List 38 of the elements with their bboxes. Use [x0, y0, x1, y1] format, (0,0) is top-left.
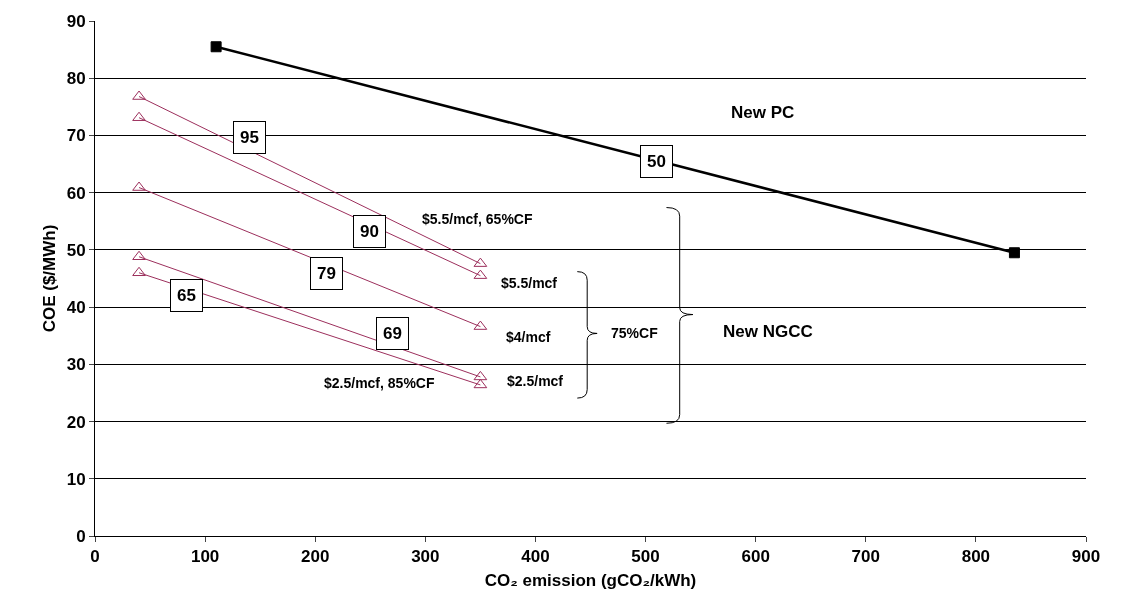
- x-tick-label: 900: [1071, 547, 1101, 567]
- x-axis-title: CO₂ emission (gCO₂/kWh): [484, 570, 697, 590]
- annotation: $5.5/mcf, 65%CF: [422, 211, 533, 227]
- y-tick-label: 90: [66, 11, 86, 31]
- annotation: 65: [177, 286, 196, 305]
- annotation: 69: [383, 324, 402, 343]
- x-tick-label: 700: [851, 547, 880, 567]
- y-tick-label: 60: [66, 183, 86, 203]
- x-tick-label: 400: [521, 547, 550, 567]
- y-tick-label: 80: [66, 69, 86, 89]
- annotation: $2.5/mcf, 85%CF: [324, 375, 435, 391]
- annotation: $2.5/mcf: [507, 373, 564, 389]
- annotation: New NGCC: [723, 322, 813, 341]
- x-tick-label: 200: [301, 547, 330, 567]
- y-tick-label: 0: [76, 526, 86, 546]
- y-tick-label: 70: [66, 126, 86, 146]
- annotation: 95: [240, 128, 259, 147]
- y-tick-label: 20: [66, 412, 86, 432]
- annotation: 90: [360, 222, 379, 241]
- annotation: 75%CF: [611, 325, 659, 341]
- annotation: 50: [647, 152, 666, 171]
- annotation: New PC: [731, 103, 795, 122]
- point: [1008, 247, 1020, 259]
- y-tick-label: 40: [66, 298, 86, 318]
- x-tick-label: 600: [741, 547, 770, 567]
- y-tick-label: 50: [66, 240, 86, 260]
- x-tick-label: 100: [190, 547, 220, 567]
- x-tick-label: 800: [961, 547, 991, 567]
- annotation: 79: [317, 264, 336, 283]
- point: [210, 41, 222, 53]
- annotation: $4/mcf: [506, 329, 551, 345]
- annotation: $5.5/mcf: [501, 275, 558, 291]
- y-tick-label: 10: [66, 469, 86, 489]
- y-axis-title: COE ($/MWh): [40, 224, 60, 333]
- y-tick-label: 30: [66, 355, 86, 375]
- x-tick-label: 500: [631, 547, 660, 567]
- x-tick-label: 300: [411, 547, 440, 567]
- x-tick-label: 0: [90, 547, 100, 567]
